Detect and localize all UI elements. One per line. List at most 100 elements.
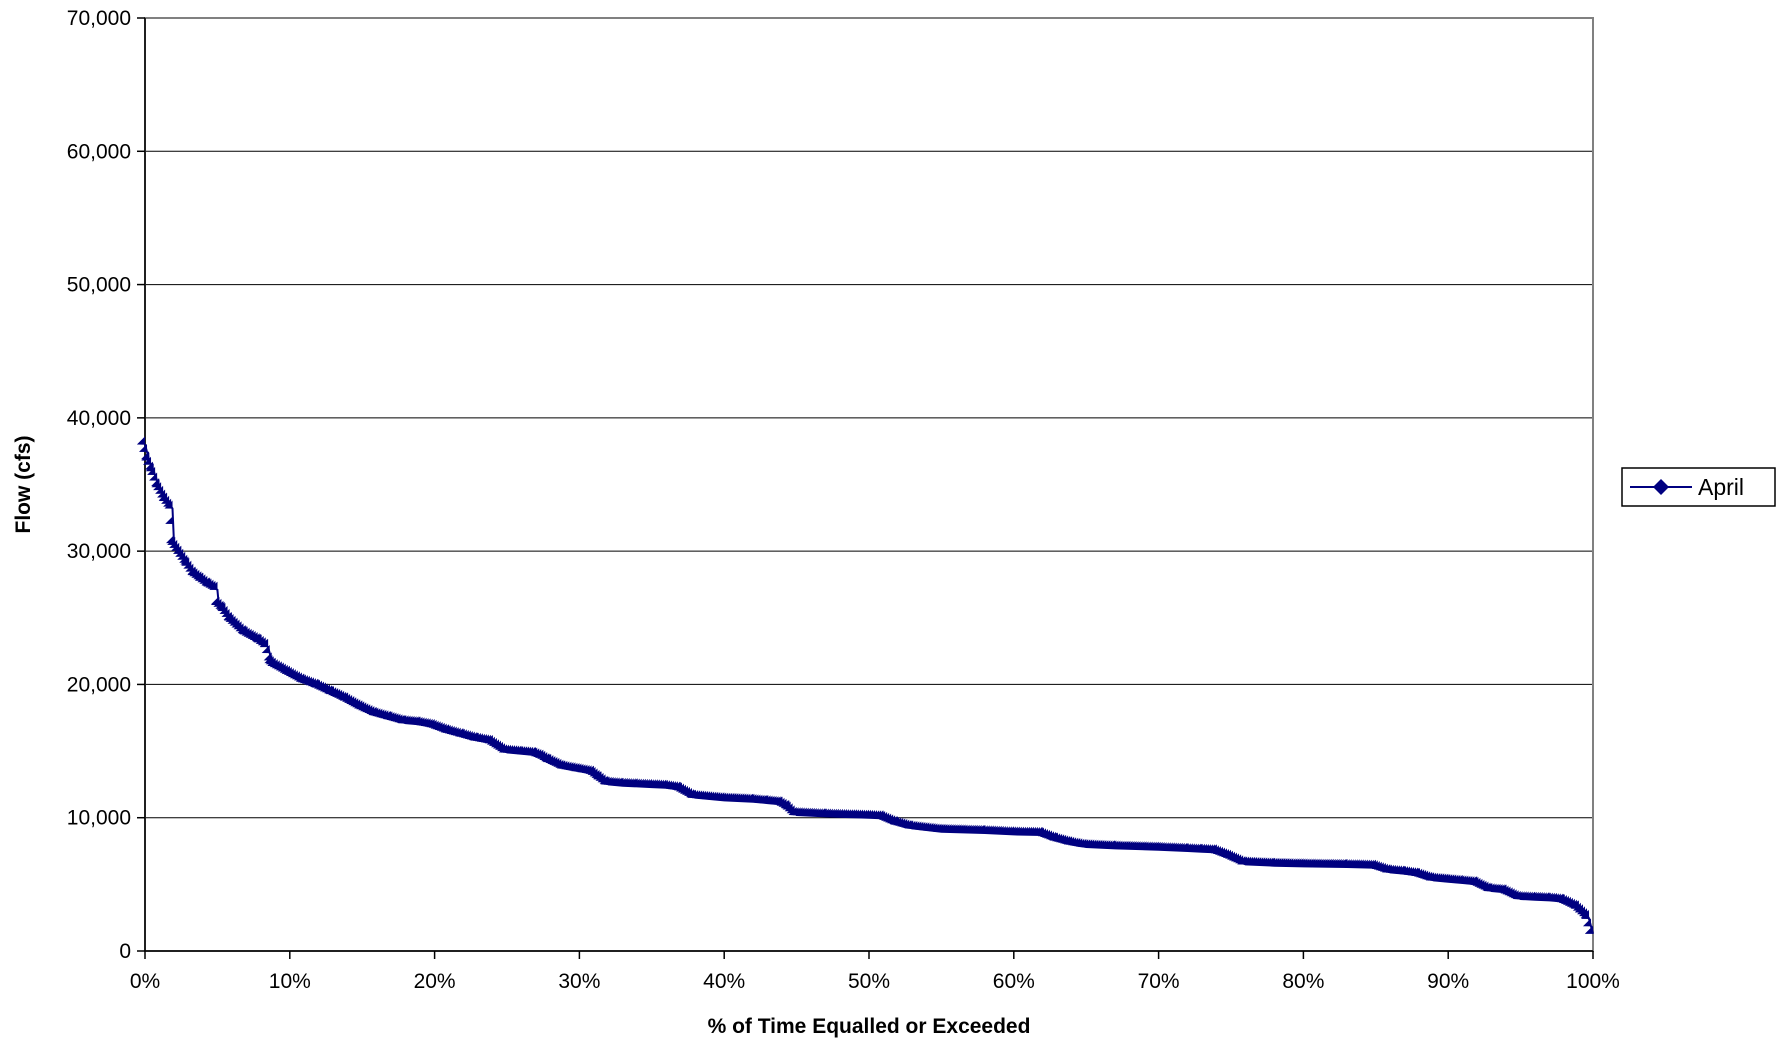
legend-label-april: April xyxy=(1698,474,1744,500)
data-point xyxy=(1005,826,1014,835)
data-point-marker xyxy=(177,551,186,560)
data-point xyxy=(151,479,160,488)
diamond-marker-icon xyxy=(1653,479,1669,495)
data-point xyxy=(1411,867,1420,876)
data-point xyxy=(1049,832,1058,841)
data-point xyxy=(716,792,725,801)
data-point xyxy=(1107,840,1116,849)
data-point-marker xyxy=(169,539,178,548)
y-tick-label: 30,000 xyxy=(67,540,131,563)
y-axis-title: Flow (cfs) xyxy=(12,436,35,534)
data-point xyxy=(1063,836,1072,845)
data-point xyxy=(745,793,754,802)
data-point xyxy=(470,732,479,741)
data-point xyxy=(339,692,348,701)
data-point xyxy=(158,492,167,501)
y-tick-label: 20,000 xyxy=(67,673,131,696)
data-point xyxy=(976,825,985,834)
data-point-marker xyxy=(221,608,230,617)
data-point xyxy=(1237,856,1246,865)
data-point-marker xyxy=(1583,918,1592,927)
data-point xyxy=(325,685,334,694)
data-point-marker xyxy=(171,542,180,551)
data-point xyxy=(614,777,623,786)
data-point xyxy=(1223,849,1232,858)
y-tick-label: 0 xyxy=(119,940,131,963)
x-tick-label: 70% xyxy=(1138,970,1180,993)
data-point xyxy=(455,728,464,737)
data-point xyxy=(264,655,273,664)
data-point xyxy=(1574,904,1583,913)
data-point xyxy=(397,715,406,724)
data-point xyxy=(252,633,261,642)
data-point xyxy=(1541,892,1550,901)
data-point xyxy=(513,745,522,754)
data-point xyxy=(528,747,537,756)
data-point xyxy=(310,679,319,688)
series-april xyxy=(137,436,1594,934)
data-point xyxy=(585,765,594,774)
data-point xyxy=(1194,843,1203,852)
data-point xyxy=(658,779,667,788)
data-point xyxy=(1396,865,1405,874)
data-point xyxy=(542,753,551,762)
x-tick-label: 60% xyxy=(993,970,1035,993)
x-tick-label: 10% xyxy=(269,970,311,993)
data-point xyxy=(260,639,269,648)
data-point xyxy=(890,816,899,825)
data-point xyxy=(1367,859,1376,868)
x-tick-label: 40% xyxy=(703,970,745,993)
data-point xyxy=(223,612,232,621)
data-point xyxy=(933,823,942,832)
data-point xyxy=(1570,900,1579,909)
data-point xyxy=(1440,873,1449,882)
y-tick-label: 70,000 xyxy=(67,7,131,30)
legend: April xyxy=(1621,467,1776,507)
data-point xyxy=(1585,925,1594,934)
x-tick-label: 20% xyxy=(414,970,456,993)
data-point xyxy=(166,535,175,544)
data-point xyxy=(643,779,652,788)
data-point xyxy=(1295,858,1304,867)
data-point xyxy=(426,719,435,728)
data-point xyxy=(629,778,638,787)
data-point xyxy=(687,789,696,798)
data-point xyxy=(1179,843,1188,852)
y-tick-label: 10,000 xyxy=(67,807,131,830)
data-point xyxy=(281,665,290,674)
data-point xyxy=(1078,839,1087,848)
data-point xyxy=(267,657,276,666)
data-point xyxy=(164,500,173,509)
x-tick-label: 90% xyxy=(1427,970,1469,993)
data-point-marker xyxy=(165,515,174,524)
data-point xyxy=(1548,893,1557,902)
axes: 0 10,000 20,000 30,000 40,000 50,000 60,000 70,… xyxy=(67,7,1620,993)
x-tick-label: 0% xyxy=(130,970,160,993)
data-point xyxy=(202,577,211,586)
data-point xyxy=(1382,864,1391,873)
data-point xyxy=(145,463,154,472)
data-point xyxy=(173,545,182,554)
data-point xyxy=(1208,844,1217,853)
data-point xyxy=(1527,891,1536,900)
data-point xyxy=(759,795,768,804)
data-point xyxy=(1150,841,1159,850)
data-point xyxy=(556,760,565,769)
data-point xyxy=(187,567,196,576)
data-point xyxy=(1034,827,1043,836)
data-point xyxy=(774,796,783,805)
data-point xyxy=(672,781,681,790)
data-point xyxy=(194,572,203,581)
data-point xyxy=(209,581,218,590)
data-point xyxy=(1512,891,1521,900)
data-point xyxy=(499,744,508,753)
data-point xyxy=(484,735,493,744)
data-point xyxy=(875,810,884,819)
data-point-marker xyxy=(139,443,148,452)
data-point xyxy=(1498,884,1507,893)
data-point xyxy=(593,771,602,780)
data-point xyxy=(1580,909,1589,918)
data-point xyxy=(354,700,363,709)
